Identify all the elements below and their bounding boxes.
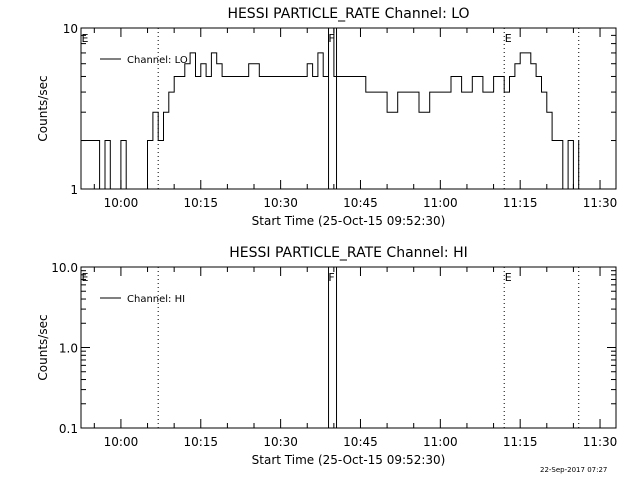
marker-label: E [505,32,512,45]
x-axis-label: Start Time (25-Oct-15 09:52:30) [252,453,446,467]
timestamp-label: 22-Sep-2017 07:27 [540,466,608,474]
legend-label: Channel: LO [127,55,188,66]
legend-label: Channel: HI [127,294,185,305]
chart-title: HESSI PARTICLE_RATE Channel: LO [227,6,469,22]
marker-label: F [328,271,334,284]
y-tick-label: 10.0 [51,261,78,275]
x-tick-label: 10:30 [263,435,298,449]
y-axis-label: Counts/sec [36,75,50,141]
x-tick-label: 11:00 [423,196,458,210]
y-tick-label: 10 [63,22,78,36]
marker-label: E [82,32,89,45]
marker-label: E [82,271,89,284]
x-tick-label: 11:30 [583,196,618,210]
y-tick-label: 0.1 [59,422,78,436]
x-tick-label: 10:45 [343,435,378,449]
x-tick-label: 11:30 [583,435,618,449]
chart-title: HESSI PARTICLE_RATE Channel: HI [229,245,467,261]
marker-label: E [505,271,512,284]
x-tick-label: 10:00 [104,435,139,449]
x-axis-label: Start Time (25-Oct-15 09:52:30) [252,214,446,228]
x-tick-label: 11:15 [503,196,538,210]
marker-label: F [328,32,334,45]
x-tick-label: 11:15 [503,435,538,449]
x-tick-label: 10:15 [183,196,218,210]
x-tick-label: 10:45 [343,196,378,210]
x-tick-label: 10:30 [263,196,298,210]
x-tick-label: 11:00 [423,435,458,449]
plot-frame [80,266,617,429]
plot-frame [80,27,617,190]
y-tick-label: 1.0 [59,342,78,356]
x-tick-label: 10:15 [183,435,218,449]
y-tick-label: 1 [70,183,78,197]
chart-panel-2: HESSI PARTICLE_RATE Channel: HI Counts/se… [36,245,617,467]
series-line-channel--lo [81,27,580,190]
x-tick-label: 10:00 [104,196,139,210]
chart-panel-1: HESSI PARTICLE_RATE Channel: LO Counts/se… [36,6,617,228]
y-axis-label: Counts/sec [36,314,50,380]
